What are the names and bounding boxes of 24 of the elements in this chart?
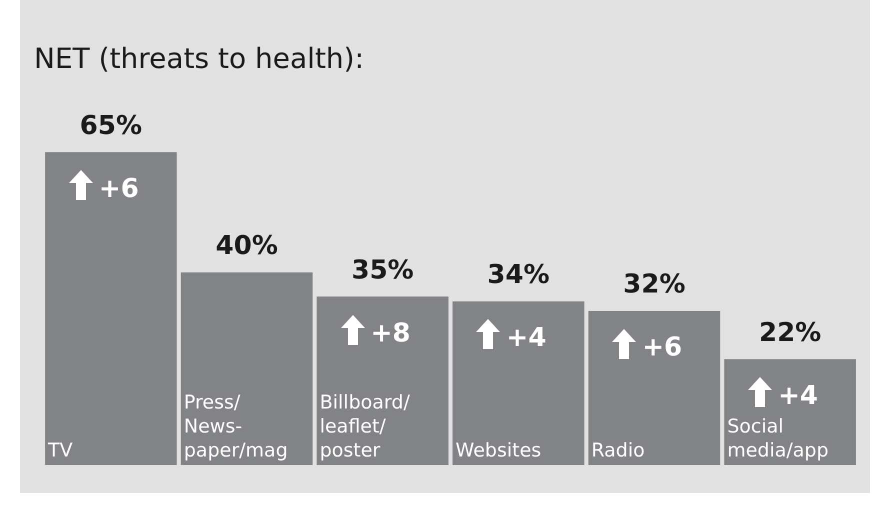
annotation: +6 [642,332,682,363]
x-tick-label: Websites [456,439,542,462]
bar [180,272,313,465]
annotation: +8 [370,318,410,348]
chart-title: NET (threats to health): [34,42,364,75]
x-tick-label: Radio [591,439,645,462]
data-label: 40% [216,231,278,262]
annotation: +4 [506,323,546,354]
data-label: 32% [623,270,686,300]
annotation: +4 [778,380,818,411]
data-label: 22% [758,318,822,348]
x-tick-label: TV [47,439,73,462]
data-label: 34% [487,260,550,290]
data-label: 35% [351,255,414,286]
x-tick-label: Press/ News- paper/mag [184,391,288,462]
data-label: 65% [80,110,142,141]
x-tick-label: Billboard/ leaflet/ poster [320,391,410,462]
annotation: +6 [98,174,139,204]
bar [316,296,448,465]
bar [45,152,177,465]
bar [724,359,856,465]
x-tick-label: Social media/app [727,415,829,462]
bar [588,310,720,465]
bar [452,301,584,465]
